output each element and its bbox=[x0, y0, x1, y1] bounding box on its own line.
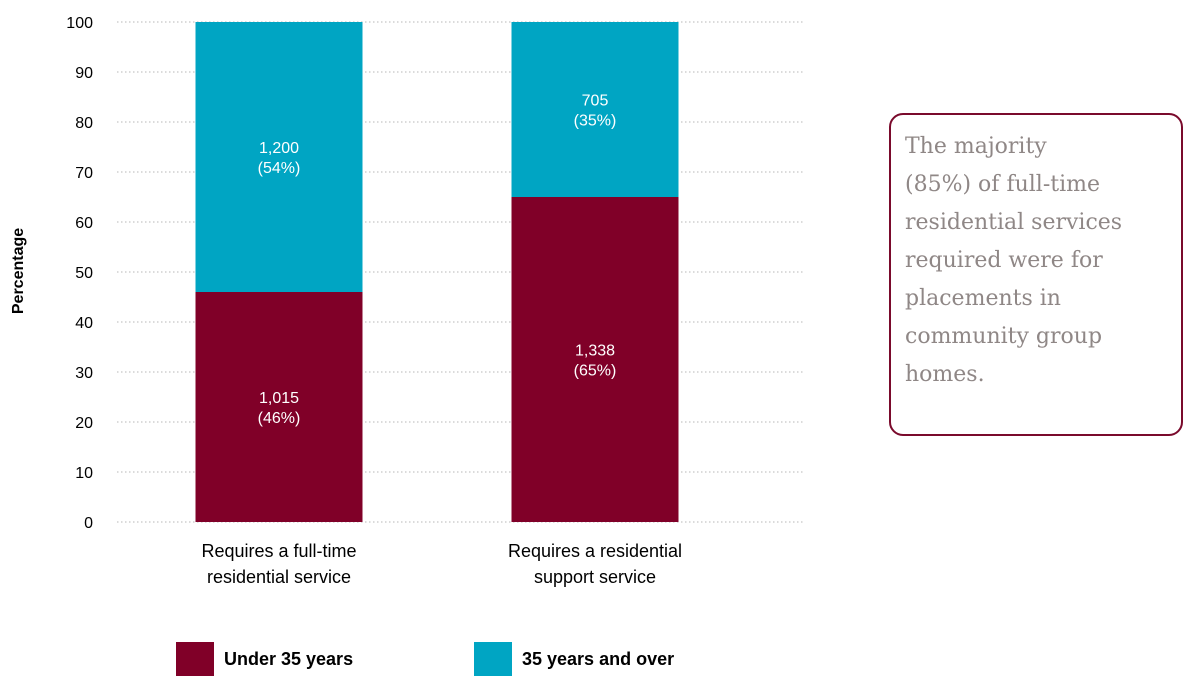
data-label-percent: (54%) bbox=[258, 160, 301, 177]
callout-line: homes. bbox=[905, 362, 985, 387]
data-label-count: 1,015 bbox=[259, 390, 299, 407]
callout-line: The majority bbox=[905, 134, 1047, 159]
x-category-label: residential service bbox=[207, 567, 351, 587]
legend-swatch-35-and-over bbox=[474, 642, 512, 676]
y-tick-label: 10 bbox=[75, 465, 93, 482]
bar-segment bbox=[511, 197, 679, 522]
callout-line: required were for bbox=[905, 248, 1103, 273]
gridlines bbox=[117, 21, 805, 523]
callout-line: (85%) of full-time bbox=[905, 172, 1101, 197]
y-tick-label: 70 bbox=[75, 165, 93, 182]
y-tick-label: 0 bbox=[84, 515, 93, 532]
callout-line: placements in bbox=[905, 286, 1061, 311]
y-tick-label: 50 bbox=[75, 265, 93, 282]
y-tick-labels: 0 10 20 30 40 50 60 70 80 90 100 bbox=[66, 15, 93, 532]
y-tick-label: 60 bbox=[75, 215, 93, 232]
x-category-label: support service bbox=[534, 567, 656, 587]
legend-label-under-35: Under 35 years bbox=[224, 648, 354, 669]
y-axis-label: Percentage bbox=[10, 228, 27, 314]
legend-swatch-under-35 bbox=[176, 642, 214, 676]
bars: 1,015 (46%) 1,200 (54%) 1,338 (65%) 705 (35%) bbox=[195, 22, 679, 522]
y-tick-label: 80 bbox=[75, 115, 93, 132]
y-tick-label: 90 bbox=[75, 65, 93, 82]
data-label-count: 1,338 bbox=[575, 343, 615, 360]
data-label-count: 1,200 bbox=[259, 140, 299, 157]
x-category-labels: Requires a full-time residential service R… bbox=[201, 541, 682, 587]
bar-segment bbox=[195, 22, 363, 292]
legend-label-35-and-over: 35 years and over bbox=[522, 648, 675, 669]
y-tick-label: 30 bbox=[75, 365, 93, 382]
callout-line: community group bbox=[905, 324, 1103, 349]
callout-line: residential services bbox=[905, 210, 1123, 235]
legend-item-35-and-over: 35 years and over bbox=[474, 642, 674, 676]
data-label-count: 705 bbox=[582, 93, 609, 110]
y-tick-label: 20 bbox=[75, 415, 93, 432]
callout-box bbox=[889, 113, 1183, 436]
callout-text: The majority (85%) of full-time resident… bbox=[905, 128, 1183, 394]
y-tick-label: 40 bbox=[75, 315, 93, 332]
x-category-label: Requires a residential bbox=[508, 541, 682, 561]
y-tick-label: 100 bbox=[66, 15, 93, 32]
bar-segment bbox=[195, 292, 363, 522]
legend-item-under-35: Under 35 years bbox=[176, 642, 353, 676]
bar-segment bbox=[511, 22, 679, 197]
x-category-label: Requires a full-time bbox=[201, 541, 356, 561]
data-label-percent: (65%) bbox=[574, 363, 617, 380]
data-label-percent: (35%) bbox=[574, 113, 617, 130]
data-label-percent: (46%) bbox=[258, 410, 301, 427]
